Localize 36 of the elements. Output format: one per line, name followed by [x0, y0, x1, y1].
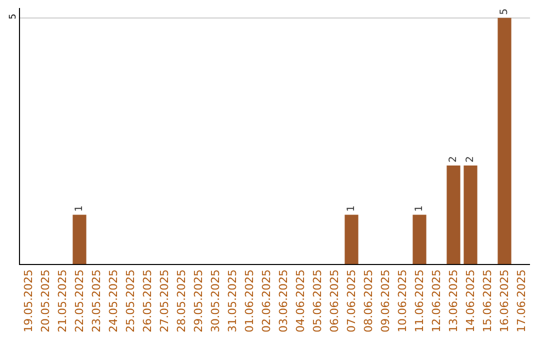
x-tick-label: 10.06.2025 [396, 269, 410, 332]
x-tick-label: 02.06.2025 [260, 269, 274, 332]
x-tick-label: 20.05.2025 [39, 269, 52, 332]
x-tick-label: 25.05.2025 [124, 269, 138, 332]
x-tick-label: 13.06.2025 [447, 269, 460, 332]
x-tick-label: 01.06.2025 [243, 269, 256, 332]
data-label: 2 [448, 156, 459, 163]
x-tick-label: 09.06.2025 [379, 269, 392, 332]
x-tick-label: 21.05.2025 [56, 269, 70, 332]
x-tick-label: 08.06.2025 [362, 269, 376, 332]
x-tick-label: 12.06.2025 [430, 269, 444, 332]
x-tick-label: 29.05.2025 [192, 269, 206, 332]
x-tick-label: 27.05.2025 [158, 269, 172, 332]
x-tick-label: 22.05.2025 [73, 269, 86, 332]
x-tick-label: 17.06.2025 [515, 269, 528, 332]
data-label: 1 [346, 205, 357, 212]
x-tick-label: 23.05.2025 [90, 269, 104, 332]
data-label: 2 [465, 156, 476, 163]
x-tick-label: 14.06.2025 [464, 269, 478, 332]
data-label: 5 [499, 8, 510, 15]
x-tick-label: 24.05.2025 [107, 269, 120, 332]
data-label: 1 [74, 205, 85, 212]
x-tick-label: 15.06.2025 [481, 269, 494, 332]
x-tick-label: 06.06.2025 [328, 269, 342, 332]
x-tick-label: 11.06.2025 [413, 269, 426, 332]
x-tick-label: 26.05.2025 [141, 269, 154, 332]
data-label: 1 [414, 205, 425, 212]
x-tick-label: 04.06.2025 [294, 269, 308, 332]
x-tick-label: 07.06.2025 [345, 269, 358, 332]
x-tick-label: 19.05.2025 [22, 269, 36, 332]
x-tick-label: 28.05.2025 [175, 269, 188, 332]
x-tick-label: 03.06.2025 [277, 269, 290, 332]
x-tick-label: 05.06.2025 [311, 269, 324, 332]
x-tick-label: 16.06.2025 [498, 269, 512, 332]
x-tick-label: 30.05.2025 [209, 269, 222, 332]
x-tick-label: 31.05.2025 [226, 269, 240, 332]
